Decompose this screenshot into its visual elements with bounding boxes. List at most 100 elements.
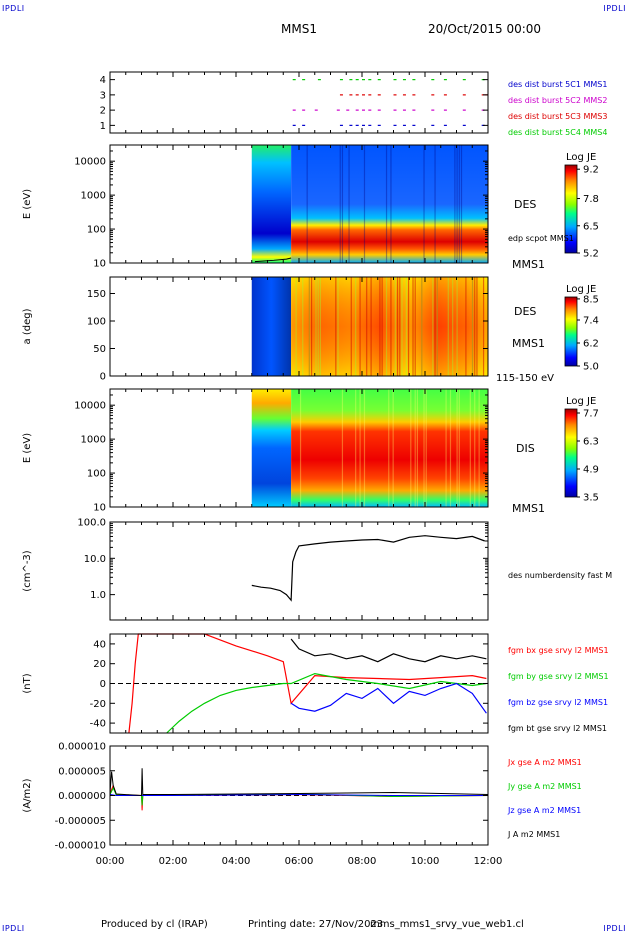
- panel-burst-tick-label: 3: [100, 90, 106, 101]
- spectral-streak: [317, 277, 319, 376]
- des-energy-colorbar-tick-label: 9.2: [583, 165, 599, 176]
- spectral-streak: [447, 277, 449, 376]
- spectral-streak: [385, 277, 388, 376]
- panel-magnetic-field-tick-label: 0: [100, 679, 106, 690]
- spectral-streak: [414, 277, 416, 376]
- des-pitch-colorbar-tick-label: 8.5: [583, 294, 599, 305]
- panel-des-pitch-tick-label: 150: [87, 289, 106, 300]
- spectral-streak: [445, 389, 447, 507]
- spectral-streak: [394, 277, 396, 376]
- corner-label-bottom-right: IPDLI: [603, 924, 626, 933]
- legend-bx: fgm bx gse srvy l2 MMS1: [508, 646, 609, 655]
- panel-des-energy-tick-label: 1000: [81, 191, 106, 202]
- time-tick-label: 04:00: [222, 856, 251, 867]
- panel-dis-energy-tick-label: 1000: [81, 435, 106, 446]
- spectral-streak: [432, 277, 434, 376]
- des-pitch-colorbar-title: Log JE: [566, 284, 596, 295]
- panel-des-pitch-tick-label: 100: [87, 317, 106, 328]
- spectral-streak: [295, 277, 297, 376]
- panel-current-tick-label: -0.000005: [55, 816, 106, 827]
- panel-burst: [109, 71, 489, 134]
- des-energy-colorbar-tick-label: 6.5: [583, 221, 599, 232]
- spectral-streak: [339, 145, 341, 263]
- spectral-streak: [421, 277, 423, 376]
- legend-j: J A m2 MMS1: [507, 830, 560, 839]
- spectral-streak: [436, 277, 438, 376]
- panel-density-tick-label: 1.0: [90, 590, 106, 601]
- spectral-streak: [416, 389, 419, 507]
- des-energy-colorbar-title: Log JE: [566, 152, 596, 163]
- current-jx-line: [109, 784, 489, 811]
- dis-energy-colorbar-tick-label: 7.7: [583, 409, 599, 420]
- des-pitch-ylabel: a (deg): [22, 308, 33, 344]
- dis-energy-spectrum: [291, 389, 488, 507]
- des-pitch-colorbar-tick-label: 7.4: [583, 316, 599, 327]
- spectral-streak: [405, 277, 407, 376]
- spectral-streak: [456, 277, 458, 376]
- spectral-streak: [396, 277, 399, 376]
- spectral-streak: [366, 277, 368, 376]
- time-tick-label: 00:00: [96, 856, 125, 867]
- spectral-streak: [414, 389, 416, 507]
- current-j-line: [109, 768, 489, 797]
- spectral-streak: [341, 145, 344, 263]
- spectral-streak: [381, 277, 383, 376]
- spectral-streak: [379, 277, 381, 376]
- spectral-streak: [458, 145, 460, 263]
- panel-current-tick-label: 0.000005: [58, 766, 106, 777]
- panel-density-tick-label: 10.0: [84, 554, 106, 565]
- dis-energy-label: DIS: [516, 442, 535, 455]
- spectral-streak: [308, 277, 310, 376]
- spectral-streak: [401, 277, 403, 376]
- scpot-line: [254, 257, 292, 263]
- spectral-streak: [474, 277, 476, 376]
- spectral-streak: [407, 277, 410, 376]
- legend-by: fgm by gse srvy l2 MMS1: [508, 672, 609, 681]
- spectral-streak: [460, 145, 463, 263]
- spectral-streak: [363, 389, 366, 507]
- spectral-streak: [471, 277, 474, 376]
- spectral-streak: [355, 389, 357, 507]
- spectral-streak: [302, 277, 304, 376]
- panel-des-pitch-tick-label: 50: [93, 344, 106, 355]
- spectral-streak: [456, 145, 458, 263]
- des-pitch-colorbar-tick-label: 5.0: [583, 362, 599, 373]
- dis-energy-colorbar-tick-label: 3.5: [583, 493, 599, 504]
- spectral-streak: [421, 277, 423, 376]
- text-layer: des dist burst 5C1 MMS1 des dist burst 5C…: [22, 75, 612, 867]
- spectral-streak: [350, 277, 352, 376]
- spectral-streak: [425, 389, 427, 507]
- legend-jz: Jz gse A m2 MMS1: [507, 806, 581, 815]
- b-field-bz-line: [290, 682, 487, 714]
- panel-burst-tick-label: 2: [100, 106, 106, 117]
- spectral-streak: [355, 277, 357, 376]
- panel-magnetic-field-tick-label: -20: [90, 699, 106, 710]
- date-title: 20/Oct/2015 00:00: [428, 22, 542, 36]
- des-pitch-overlay: [291, 277, 488, 376]
- spectral-streak: [412, 277, 414, 376]
- dis-energy-spectrum-early: [251, 389, 292, 507]
- des-energy-spectrum-early: [251, 145, 292, 263]
- des-energy-colorbar-tick-label: 7.8: [583, 194, 599, 205]
- panel-des-energy-tick-label: 10000: [74, 157, 106, 168]
- des-pitch-label: DES: [514, 305, 536, 318]
- spectral-streak: [482, 277, 485, 376]
- panel-current-tick-label: -0.000010: [55, 841, 106, 852]
- time-tick-label: 12:00: [474, 856, 503, 867]
- spectral-streak: [390, 145, 392, 263]
- current-ylabel: (A/m2): [22, 778, 33, 812]
- spectral-streak: [341, 389, 344, 507]
- des-energy-colorbar-tick-label: 5.2: [583, 249, 599, 260]
- panel-dis-energy-tick-label: 100: [87, 469, 106, 480]
- panel-dis-energy-tick-label: 10000: [74, 401, 106, 412]
- des-energy-spectrum: [291, 145, 488, 263]
- spectral-streak: [370, 277, 372, 376]
- spectral-streak: [399, 277, 401, 376]
- current-jz-line: [109, 793, 488, 796]
- spectral-streak: [458, 389, 460, 507]
- legend-bz: fgm bz gse srvy l2 MMS1: [508, 698, 608, 707]
- spectral-streak: [410, 389, 412, 507]
- spectral-streak: [478, 389, 480, 507]
- density-ylabel: (cm^-3): [22, 550, 33, 591]
- legend-jx: Jx gse A m2 MMS1: [507, 758, 582, 767]
